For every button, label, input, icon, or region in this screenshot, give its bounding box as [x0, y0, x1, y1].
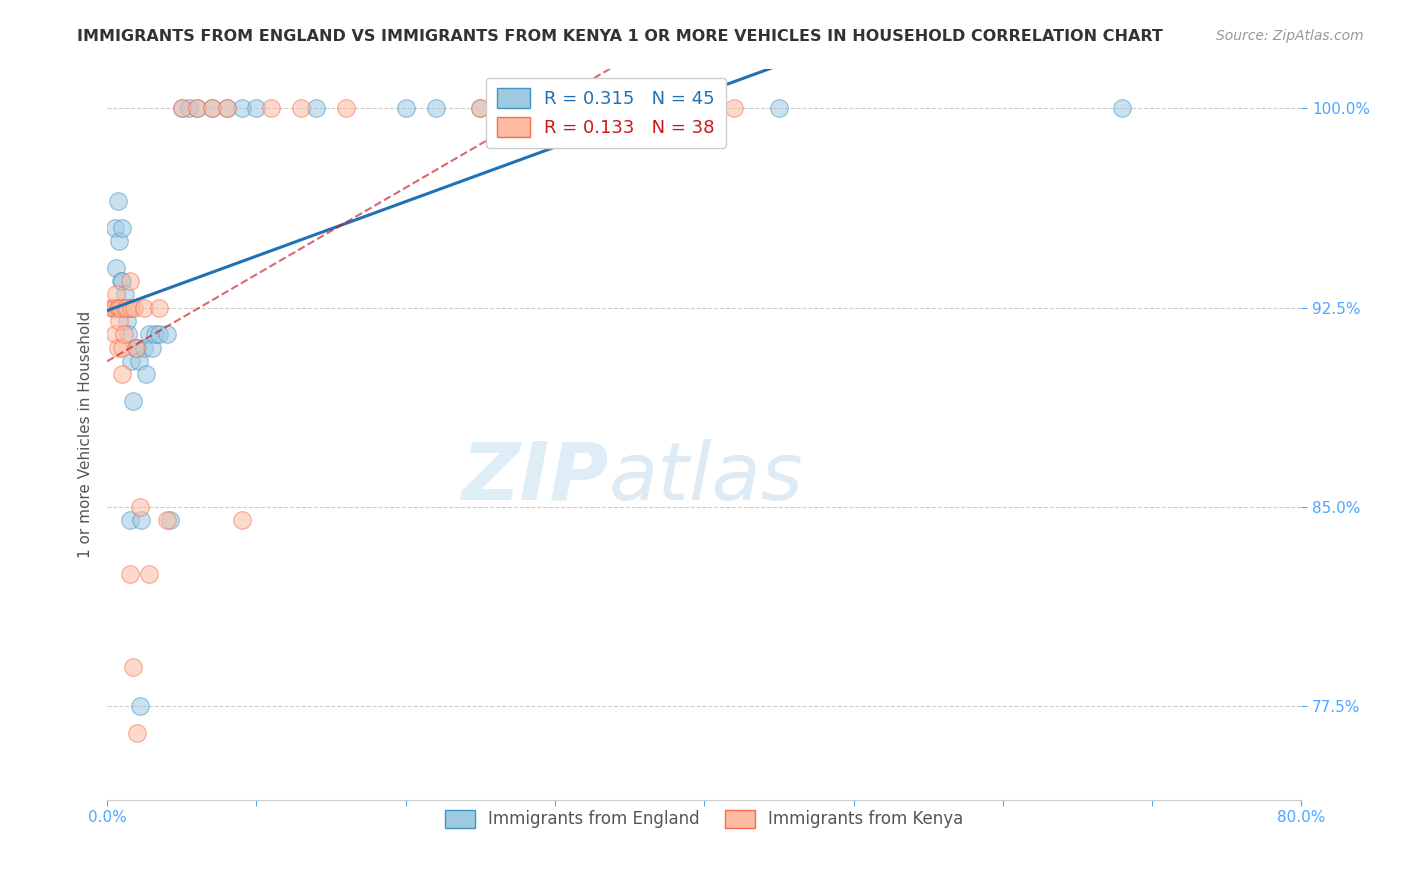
Point — [619, 102, 641, 116]
Point — [143, 327, 166, 342]
Point — [118, 566, 141, 581]
Point — [122, 301, 145, 315]
Point — [111, 274, 134, 288]
Point — [111, 368, 134, 382]
Point — [231, 513, 253, 527]
Text: atlas: atlas — [609, 439, 804, 516]
Point — [723, 102, 745, 116]
Point — [105, 260, 128, 275]
Point — [129, 699, 152, 714]
Point — [201, 102, 224, 116]
Point — [108, 235, 131, 249]
Point — [107, 301, 129, 315]
Point — [118, 301, 141, 315]
Point — [120, 301, 142, 315]
Point — [131, 513, 153, 527]
Point — [231, 102, 253, 116]
Text: ZIP: ZIP — [461, 439, 609, 516]
Point — [111, 221, 134, 235]
Point — [179, 102, 201, 116]
Point — [108, 314, 131, 328]
Point — [120, 354, 142, 368]
Point — [148, 327, 170, 342]
Point — [395, 102, 418, 116]
Legend: Immigrants from England, Immigrants from Kenya: Immigrants from England, Immigrants from… — [439, 803, 970, 835]
Point — [186, 102, 208, 116]
Point — [115, 314, 138, 328]
Point — [110, 274, 132, 288]
Point — [117, 327, 139, 342]
Point — [260, 102, 283, 116]
Point — [170, 102, 193, 116]
Point — [425, 102, 447, 116]
Point — [121, 659, 143, 673]
Point — [107, 341, 129, 355]
Point — [108, 301, 131, 315]
Point — [156, 513, 179, 527]
Point — [138, 566, 160, 581]
Point — [101, 301, 124, 315]
Point — [768, 102, 790, 116]
Point — [124, 341, 146, 355]
Point — [135, 368, 157, 382]
Point — [107, 194, 129, 209]
Point — [100, 301, 122, 315]
Point — [170, 102, 193, 116]
Point — [148, 301, 170, 315]
Point — [156, 327, 179, 342]
Point — [159, 513, 181, 527]
Point — [134, 301, 156, 315]
Point — [105, 287, 128, 301]
Point — [125, 726, 148, 740]
Point — [110, 301, 132, 315]
Point — [245, 102, 267, 116]
Text: IMMIGRANTS FROM ENGLAND VS IMMIGRANTS FROM KENYA 1 OR MORE VEHICLES IN HOUSEHOLD: IMMIGRANTS FROM ENGLAND VS IMMIGRANTS FR… — [77, 29, 1163, 44]
Y-axis label: 1 or more Vehicles in Household: 1 or more Vehicles in Household — [79, 310, 93, 558]
Point — [125, 341, 148, 355]
Point — [470, 102, 492, 116]
Point — [470, 102, 492, 116]
Point — [128, 354, 150, 368]
Point — [335, 102, 357, 116]
Point — [186, 102, 208, 116]
Point — [124, 341, 146, 355]
Point — [121, 393, 143, 408]
Point — [118, 274, 141, 288]
Point — [515, 102, 537, 116]
Point — [201, 102, 224, 116]
Point — [138, 327, 160, 342]
Point — [215, 102, 238, 116]
Point — [305, 102, 328, 116]
Point — [112, 327, 135, 342]
Point — [115, 301, 138, 315]
Point — [129, 500, 152, 515]
Point — [112, 301, 135, 315]
Point — [104, 327, 127, 342]
Point — [104, 301, 127, 315]
Point — [290, 102, 312, 116]
Point — [1111, 102, 1133, 116]
Point — [544, 102, 567, 116]
Text: Source: ZipAtlas.com: Source: ZipAtlas.com — [1216, 29, 1364, 43]
Point — [619, 102, 641, 116]
Point — [114, 287, 136, 301]
Point — [141, 341, 163, 355]
Point — [134, 341, 156, 355]
Point — [215, 102, 238, 116]
Point — [114, 301, 136, 315]
Point — [693, 102, 716, 116]
Point — [111, 341, 134, 355]
Point — [104, 221, 127, 235]
Point — [118, 513, 141, 527]
